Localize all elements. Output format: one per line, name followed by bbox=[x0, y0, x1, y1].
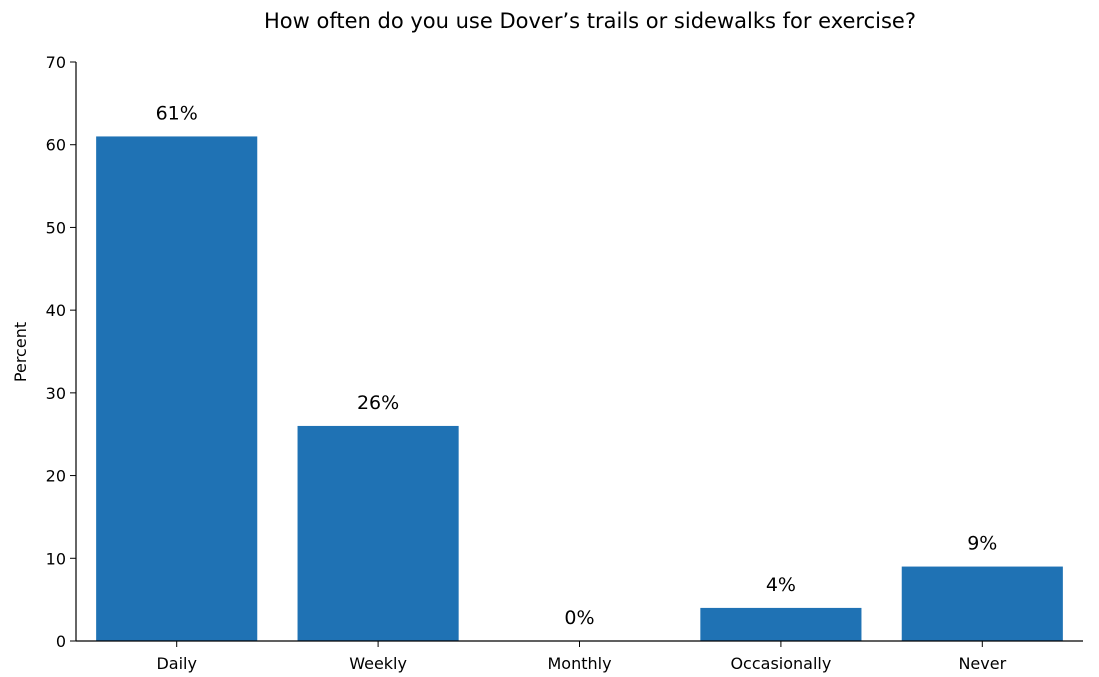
bar-occasionally bbox=[700, 607, 862, 641]
y-tick-label-30: 30 bbox=[46, 384, 66, 403]
y-tick-label-70: 70 bbox=[46, 53, 66, 72]
bars-group bbox=[96, 136, 1063, 641]
data-label-occasionally: 4% bbox=[766, 574, 796, 596]
data-label-daily: 61% bbox=[156, 102, 198, 124]
x-axis: Daily Weekly Monthly Occasionally Never bbox=[76, 640, 1083, 673]
data-label-never: 9% bbox=[967, 533, 997, 555]
y-tick-label-20: 20 bbox=[46, 467, 66, 486]
y-axis-label: Percent bbox=[11, 322, 30, 382]
y-tick-label-10: 10 bbox=[46, 549, 66, 568]
x-tick-label-never: Never bbox=[958, 654, 1006, 673]
x-tick-label-daily: Daily bbox=[156, 654, 196, 673]
y-tick-label-40: 40 bbox=[46, 301, 66, 320]
x-tick-label-occasionally: Occasionally bbox=[730, 654, 831, 673]
data-label-weekly: 26% bbox=[357, 392, 399, 414]
y-axis: 0 10 20 30 40 50 60 70 bbox=[46, 53, 77, 651]
bar-daily bbox=[96, 136, 258, 641]
x-tick-label-monthly: Monthly bbox=[547, 654, 611, 673]
y-tick-label-0: 0 bbox=[56, 632, 66, 651]
y-tick-label-60: 60 bbox=[46, 136, 66, 155]
y-tick-label-50: 50 bbox=[46, 218, 66, 237]
data-labels-group: 61% 26% 0% 4% 9% bbox=[156, 102, 998, 629]
bar-weekly bbox=[297, 425, 459, 641]
bar-never bbox=[901, 566, 1063, 641]
data-label-monthly: 0% bbox=[564, 607, 594, 629]
chart-title: How often do you use Dover’s trails or s… bbox=[264, 9, 916, 33]
x-tick-label-weekly: Weekly bbox=[349, 654, 407, 673]
